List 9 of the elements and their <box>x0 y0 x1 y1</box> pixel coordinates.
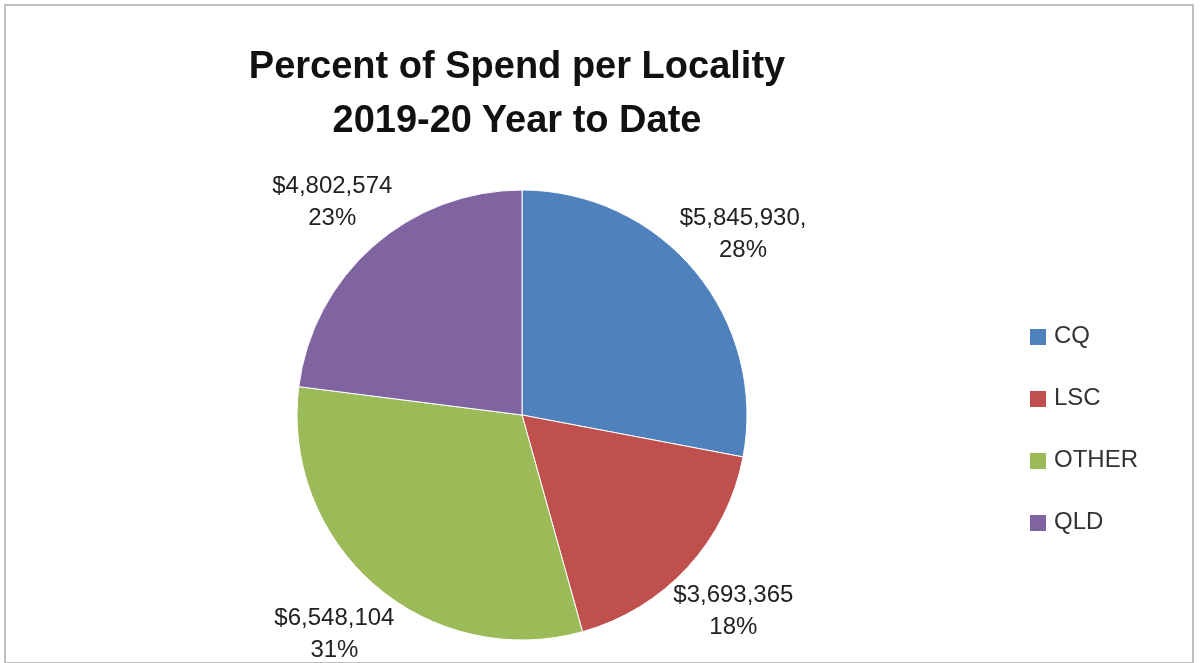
data-label: $6,548,104 31% <box>274 603 395 663</box>
legend-label: QLD <box>1054 507 1104 534</box>
data-label: $4,802,574 23% <box>272 170 393 230</box>
legend-label: OTHER <box>1054 445 1138 472</box>
legend-label: LSC <box>1054 383 1101 410</box>
legend-label: CQ <box>1054 321 1090 348</box>
data-label: $5,845,930, 28% <box>679 202 807 262</box>
data-label: $3,693,365 18% <box>673 580 794 640</box>
chart-title: Percent of Spend per Locality 2019-20 Year to Date <box>247 43 787 142</box>
